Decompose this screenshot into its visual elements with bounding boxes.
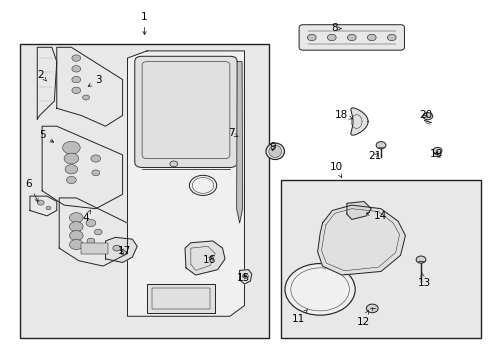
Polygon shape <box>346 202 370 220</box>
Ellipse shape <box>265 143 284 159</box>
Ellipse shape <box>268 145 281 157</box>
Text: 11: 11 <box>291 309 307 324</box>
FancyBboxPatch shape <box>135 56 237 167</box>
Polygon shape <box>105 237 137 262</box>
Text: 19: 19 <box>428 149 442 159</box>
Circle shape <box>432 147 441 154</box>
Circle shape <box>37 200 44 205</box>
Text: 20: 20 <box>418 110 431 120</box>
Text: 18: 18 <box>334 110 352 120</box>
Circle shape <box>327 34 335 41</box>
Circle shape <box>121 251 126 255</box>
Circle shape <box>415 256 425 263</box>
Polygon shape <box>236 62 242 223</box>
Circle shape <box>72 66 81 72</box>
Circle shape <box>64 153 79 164</box>
Polygon shape <box>184 241 224 275</box>
Circle shape <box>72 87 81 94</box>
Polygon shape <box>127 51 244 316</box>
Circle shape <box>69 213 83 223</box>
Bar <box>281 180 480 338</box>
Circle shape <box>65 165 78 174</box>
Text: 12: 12 <box>356 311 369 327</box>
Polygon shape <box>57 47 122 126</box>
FancyBboxPatch shape <box>299 25 404 50</box>
Text: 17: 17 <box>117 246 130 256</box>
Circle shape <box>72 55 81 61</box>
Text: 5: 5 <box>39 130 54 142</box>
Circle shape <box>62 141 80 154</box>
Circle shape <box>69 222 83 231</box>
Circle shape <box>69 230 83 240</box>
Circle shape <box>92 170 100 176</box>
Text: 15: 15 <box>236 273 250 283</box>
Polygon shape <box>350 108 367 135</box>
Circle shape <box>285 264 354 315</box>
Circle shape <box>46 206 51 210</box>
Text: 13: 13 <box>416 273 430 288</box>
Circle shape <box>113 245 121 251</box>
Circle shape <box>86 220 96 226</box>
Text: 10: 10 <box>329 162 342 178</box>
Circle shape <box>422 113 432 120</box>
Circle shape <box>91 155 101 162</box>
Bar <box>20 44 268 338</box>
Circle shape <box>366 304 377 313</box>
Circle shape <box>386 34 395 41</box>
Text: 21: 21 <box>368 151 381 161</box>
Text: 2: 2 <box>37 70 47 81</box>
Circle shape <box>82 95 89 100</box>
Circle shape <box>87 238 95 244</box>
Circle shape <box>346 34 355 41</box>
Polygon shape <box>317 205 405 275</box>
Circle shape <box>375 141 385 149</box>
Text: 6: 6 <box>25 179 38 202</box>
Circle shape <box>242 274 248 278</box>
Polygon shape <box>42 126 122 209</box>
Polygon shape <box>30 196 57 216</box>
Circle shape <box>307 34 316 41</box>
Bar <box>81 243 108 253</box>
Text: 16: 16 <box>203 255 216 265</box>
Polygon shape <box>239 270 251 284</box>
Text: 1: 1 <box>141 12 147 35</box>
Circle shape <box>366 34 375 41</box>
Circle shape <box>69 239 83 249</box>
Text: 7: 7 <box>227 129 238 138</box>
Text: 3: 3 <box>88 75 102 86</box>
Text: 4: 4 <box>82 210 90 223</box>
Circle shape <box>94 229 102 235</box>
Text: 8: 8 <box>331 23 341 33</box>
Polygon shape <box>37 47 57 119</box>
Polygon shape <box>59 198 127 266</box>
Text: 9: 9 <box>269 142 276 152</box>
Bar <box>152 288 210 309</box>
Circle shape <box>169 161 177 167</box>
Text: 14: 14 <box>366 211 386 221</box>
Circle shape <box>66 176 76 184</box>
Circle shape <box>189 175 216 195</box>
Circle shape <box>72 76 81 83</box>
Bar <box>147 284 215 313</box>
